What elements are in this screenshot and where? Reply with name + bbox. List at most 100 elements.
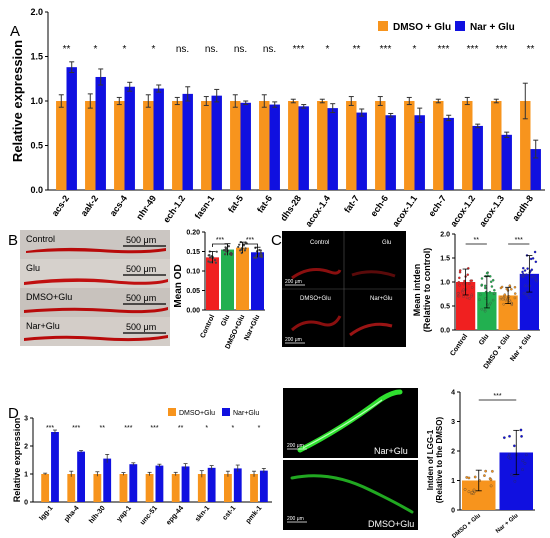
data-point — [489, 478, 493, 482]
data-point — [510, 288, 513, 291]
bar — [211, 95, 222, 190]
data-point — [513, 296, 517, 300]
data-point — [524, 284, 527, 288]
data-point — [463, 488, 467, 491]
bar — [221, 249, 234, 310]
data-point — [223, 253, 227, 256]
data-point — [259, 251, 262, 254]
x-tick-label: acdh-8 — [510, 193, 535, 223]
worm-row-dmso-glu: DMSO+Glu 500 μm — [20, 288, 170, 317]
legend-label-nar-glu: Nar+Glu — [233, 410, 259, 417]
significance-label: ** — [100, 425, 106, 432]
data-point — [535, 279, 538, 283]
significance-label: *** — [124, 425, 132, 432]
bar — [181, 466, 190, 502]
img-label-nar-glu: Nar+Glu — [374, 446, 408, 456]
significance-label: * — [94, 44, 98, 55]
data-point — [488, 290, 492, 294]
y-tick-label: 0.5 — [30, 141, 43, 151]
data-point — [508, 453, 511, 456]
data-point — [207, 260, 210, 263]
data-point — [240, 248, 243, 251]
y-tick-label: 1 — [24, 471, 28, 478]
data-point — [502, 436, 506, 440]
data-point — [462, 282, 466, 286]
data-point — [480, 283, 484, 287]
bar — [171, 474, 180, 502]
bar — [520, 101, 531, 190]
significance-label: * — [326, 44, 330, 55]
data-point — [209, 261, 212, 264]
x-tick-label: Glu — [478, 333, 490, 347]
bar — [153, 88, 164, 190]
data-point — [513, 444, 516, 448]
data-point — [501, 297, 505, 301]
panel-a: A Relative expression DMSO + Glu Nar + G… — [10, 7, 545, 229]
legend-swatch-nar-glu — [222, 408, 230, 416]
data-point — [521, 270, 524, 274]
significance-label: ** — [474, 237, 480, 244]
data-point — [521, 468, 524, 472]
data-point — [462, 288, 465, 292]
legend-swatch-dmso-glu — [378, 21, 388, 31]
red-worm-signal — [290, 315, 342, 332]
scale-label: 500 μm — [126, 293, 156, 303]
data-point — [463, 279, 466, 283]
panel-b-letter: B — [8, 232, 18, 249]
x-tick-label: DMSO + Glu — [451, 513, 482, 538]
bar — [230, 101, 241, 190]
bar — [477, 292, 497, 330]
data-point — [491, 278, 495, 282]
bar — [93, 474, 102, 502]
scale-label: 500 μm — [126, 264, 156, 274]
red-worm-signal — [349, 322, 393, 337]
data-point — [229, 251, 233, 255]
worm-shape — [26, 247, 166, 254]
data-point — [490, 285, 494, 288]
bar — [375, 101, 386, 190]
data-point — [530, 275, 534, 279]
significance-label: ns. — [176, 44, 189, 55]
scale-label: 200 μm — [285, 337, 302, 343]
panel-c-ylabel-1: Mean intden — [412, 264, 422, 317]
significance-label: * — [123, 44, 127, 55]
y-tick-label: 1.0 — [440, 279, 450, 286]
bar — [288, 101, 299, 190]
worm-label-control: Control — [26, 234, 55, 244]
data-point — [209, 256, 212, 259]
data-point — [519, 428, 523, 432]
data-point — [237, 245, 240, 249]
x-tick-label: lgg-1 — [38, 505, 54, 522]
significance-bracket — [212, 243, 228, 247]
panel-a-plot: 0.00.51.01.52.0**acs-2*aak-2*acs-4*nhr-4… — [30, 7, 545, 229]
panel-b: B Control 500 μm Glu 500 μm DMSO+Glu 500… — [8, 229, 265, 350]
legend-swatch-dmso-glu — [168, 408, 176, 416]
panel-b-ylabel: Mean OD — [173, 264, 184, 307]
bar — [41, 474, 50, 502]
data-point — [527, 296, 531, 299]
data-point — [255, 256, 258, 259]
data-point — [523, 269, 527, 272]
y-tick-label: 3 — [451, 419, 455, 426]
y-tick-label: 2.0 — [30, 7, 43, 17]
bar — [85, 101, 96, 190]
worm-row-nar-glu: Nar+Glu 500 μm — [20, 317, 170, 346]
x-tick-label: ech-1.2 — [161, 193, 187, 224]
img-label-control: Control — [310, 240, 329, 246]
data-point — [508, 284, 512, 287]
data-point — [489, 280, 493, 284]
data-point — [457, 294, 461, 298]
x-tick-label: pmk-1 — [245, 505, 264, 525]
data-point — [468, 297, 471, 300]
data-point — [461, 291, 464, 294]
data-point — [489, 301, 492, 305]
bar — [456, 282, 476, 330]
data-point — [508, 434, 511, 438]
data-point — [513, 479, 517, 483]
panel-c: C Control Glu DMSO+Glu Nar+Glu 200 μm 20… — [271, 231, 540, 370]
data-point — [259, 249, 262, 252]
significance-label: * — [205, 425, 208, 432]
data-point — [530, 268, 534, 271]
